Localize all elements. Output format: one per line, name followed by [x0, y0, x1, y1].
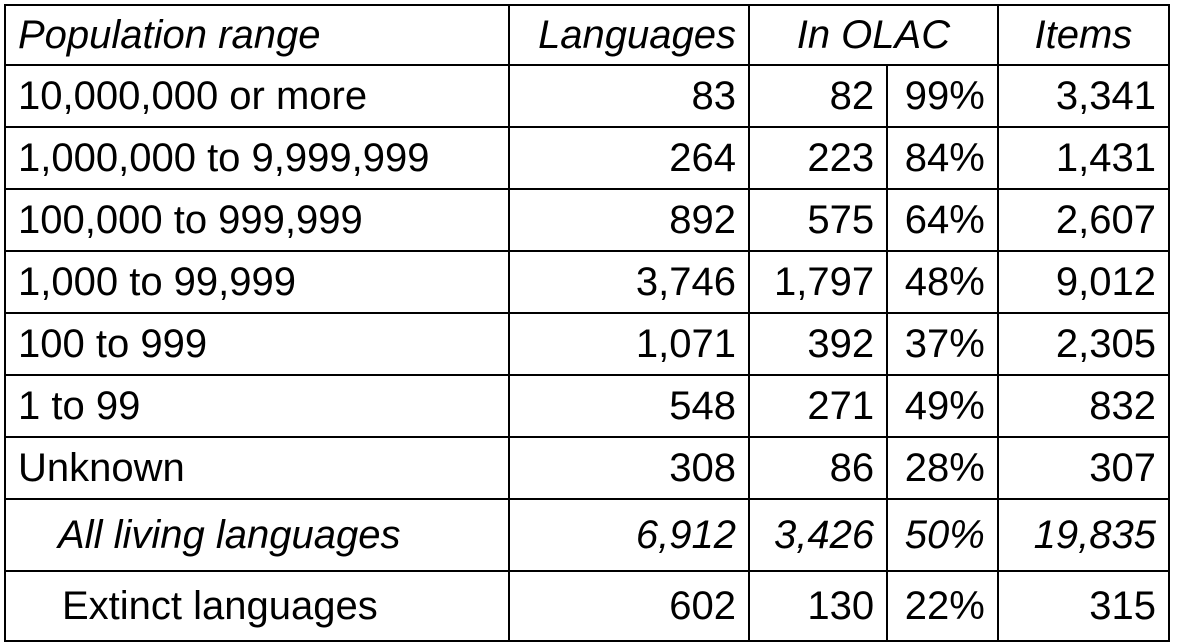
cell-languages: 892 — [508, 188, 751, 252]
table-row: 100 to 999 1,071 392 37% 2,305 — [3, 312, 1171, 376]
cell-languages: 548 — [508, 374, 751, 438]
cell-in-olac: 82 — [748, 64, 889, 128]
cell-in-olac: 1,797 — [748, 250, 889, 314]
extinct-row: Extinct languages 602 130 22% 315 — [3, 570, 1171, 642]
total-in-olac: 3,426 — [748, 498, 889, 572]
extinct-languages: 602 — [508, 570, 751, 642]
cell-items: 307 — [996, 436, 1171, 500]
cell-in-olac: 271 — [748, 374, 889, 438]
cell-items: 1,431 — [996, 126, 1171, 190]
header-languages: Languages — [508, 4, 751, 66]
cell-range: 10,000,000 or more — [3, 64, 511, 128]
table-row: 1,000 to 99,999 3,746 1,797 48% 9,012 — [3, 250, 1171, 314]
cell-percent: 48% — [886, 250, 999, 314]
cell-in-olac: 392 — [748, 312, 889, 376]
population-table-frame: Population range Languages In OLAC Items… — [3, 4, 1171, 642]
extinct-range: Extinct languages — [3, 570, 511, 642]
cell-languages: 308 — [508, 436, 751, 500]
cell-range: 1,000,000 to 9,999,999 — [3, 126, 511, 190]
total-range: All living languages — [3, 498, 511, 572]
extinct-in-olac: 130 — [748, 570, 889, 642]
table-row: 1 to 99 548 271 49% 832 — [3, 374, 1171, 438]
extinct-percent: 22% — [886, 570, 999, 642]
cell-percent: 64% — [886, 188, 999, 252]
cell-languages: 264 — [508, 126, 751, 190]
table-header-row: Population range Languages In OLAC Items — [3, 4, 1171, 66]
cell-items: 2,607 — [996, 188, 1171, 252]
extinct-items: 315 — [996, 570, 1171, 642]
cell-languages: 3,746 — [508, 250, 751, 314]
header-population-range: Population range — [3, 4, 511, 66]
cell-in-olac: 575 — [748, 188, 889, 252]
cell-percent: 28% — [886, 436, 999, 500]
table-row: Unknown 308 86 28% 307 — [3, 436, 1171, 500]
cell-range: Unknown — [3, 436, 511, 500]
cell-items: 2,305 — [996, 312, 1171, 376]
total-row: All living languages 6,912 3,426 50% 19,… — [3, 498, 1171, 572]
total-items: 19,835 — [996, 498, 1171, 572]
table-row: 10,000,000 or more 83 82 99% 3,341 — [3, 64, 1171, 128]
cell-percent: 49% — [886, 374, 999, 438]
cell-items: 832 — [996, 374, 1171, 438]
header-in-olac: In OLAC — [748, 4, 999, 66]
table-row: 1,000,000 to 9,999,999 264 223 84% 1,431 — [3, 126, 1171, 190]
header-items: Items — [996, 4, 1171, 66]
cell-range: 1 to 99 — [3, 374, 511, 438]
cell-in-olac: 223 — [748, 126, 889, 190]
total-languages: 6,912 — [508, 498, 751, 572]
cell-percent: 99% — [886, 64, 999, 128]
cell-range: 100 to 999 — [3, 312, 511, 376]
cell-in-olac: 86 — [748, 436, 889, 500]
cell-languages: 83 — [508, 64, 751, 128]
total-percent: 50% — [886, 498, 999, 572]
cell-percent: 37% — [886, 312, 999, 376]
cell-range: 100,000 to 999,999 — [3, 188, 511, 252]
cell-range: 1,000 to 99,999 — [3, 250, 511, 314]
table-row: 100,000 to 999,999 892 575 64% 2,607 — [3, 188, 1171, 252]
population-table: Population range Languages In OLAC Items… — [3, 4, 1171, 642]
cell-percent: 84% — [886, 126, 999, 190]
cell-items: 9,012 — [996, 250, 1171, 314]
cell-languages: 1,071 — [508, 312, 751, 376]
cell-items: 3,341 — [996, 64, 1171, 128]
